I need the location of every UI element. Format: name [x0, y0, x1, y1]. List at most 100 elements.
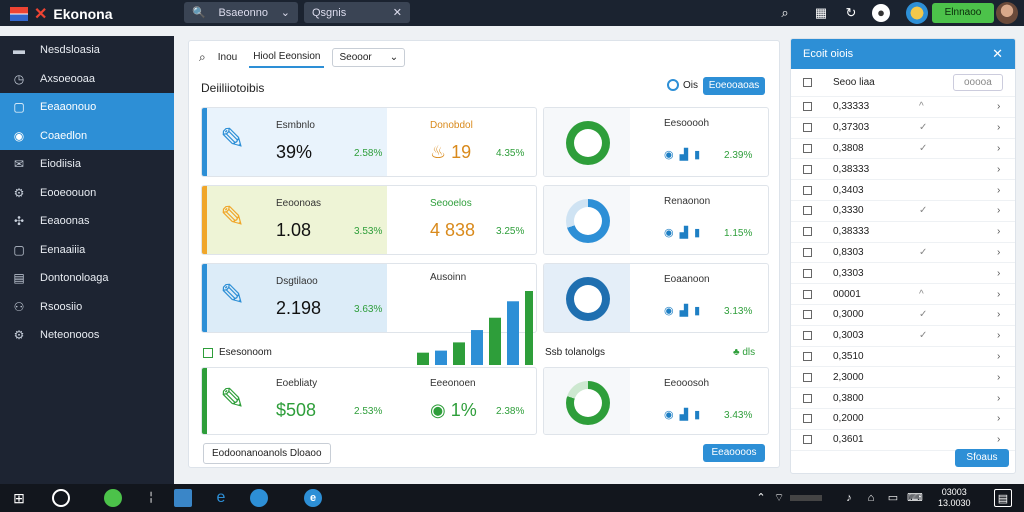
tab-inou[interactable]: Inou: [217, 52, 238, 63]
network-icon[interactable]: ⌂: [867, 492, 875, 504]
checkbox-icon[interactable]: [803, 78, 812, 87]
filter-dropdown[interactable]: Seooor ⌄: [332, 48, 406, 67]
checkbox-icon[interactable]: [803, 435, 812, 445]
checkbox-icon[interactable]: [803, 247, 812, 257]
windows-start-icon[interactable]: ⊞: [13, 490, 25, 506]
chevron-right-icon[interactable]: ›: [997, 350, 1001, 362]
gauge-card[interactable]: Eeooosoh ◉ ▟ ▮ 3.43%: [543, 367, 769, 435]
chevron-right-icon[interactable]: ›: [997, 392, 1001, 404]
checkbox-icon[interactable]: [803, 164, 812, 174]
refresh-icon[interactable]: ↻: [845, 5, 857, 20]
chevron-right-icon[interactable]: ›: [997, 330, 1001, 342]
chevron-right-icon[interactable]: ›: [997, 163, 1001, 175]
app-blue-icon[interactable]: [250, 489, 268, 507]
header-action-button[interactable]: Eoeooaoas: [703, 77, 765, 95]
table-row[interactable]: 0,3510 ›: [791, 347, 1015, 368]
ie-icon[interactable]: e: [304, 489, 322, 507]
sidebar-item[interactable]: ✉ Eiodiisia: [0, 150, 174, 179]
search-icon[interactable]: ⌕: [199, 50, 206, 64]
chevron-right-icon[interactable]: ›: [997, 226, 1001, 238]
checkbox-icon[interactable]: [803, 268, 812, 278]
checkbox-icon[interactable]: [803, 351, 812, 361]
sidebar-item[interactable]: ✣ Eeaoonas: [0, 207, 174, 236]
table-row[interactable]: 0,3403 ›: [791, 180, 1015, 201]
chevron-right-icon[interactable]: ›: [997, 267, 1001, 279]
user-avatar[interactable]: [996, 2, 1018, 24]
table-row[interactable]: 00001 ^ ›: [791, 284, 1015, 305]
footer-primary-button[interactable]: Eeaoooos: [703, 444, 765, 462]
checkbox-icon[interactable]: [803, 310, 812, 320]
volume-bar[interactable]: [790, 495, 822, 501]
sidebar-item[interactable]: ▢ Eeaaonouo: [0, 93, 174, 122]
chevron-right-icon[interactable]: ›: [997, 184, 1001, 196]
checkbox-icon[interactable]: [803, 414, 812, 424]
chevron-right-icon[interactable]: ›: [997, 142, 1001, 154]
sidebar-item[interactable]: ▤ Dontonoloaga: [0, 264, 174, 293]
checkbox-icon[interactable]: [803, 372, 812, 382]
notification-icon[interactable]: ●: [872, 4, 890, 22]
table-row[interactable]: 0,3800 ›: [791, 388, 1015, 409]
sidebar-item[interactable]: ◉ Coaedlon: [0, 121, 174, 150]
sidebar-item[interactable]: ▢ Eenaaiiia: [0, 236, 174, 265]
app-logo[interactable]: ✕ Ekonona: [10, 4, 113, 24]
column-filter-button[interactable]: ooooa: [953, 74, 1003, 91]
checkbox-icon[interactable]: [803, 143, 812, 153]
checkbox-icon[interactable]: [803, 393, 812, 403]
table-row[interactable]: 0,37303 ✓ ›: [791, 118, 1015, 139]
sidebar-item[interactable]: ◷ Axsoeooaa: [0, 65, 174, 94]
chevron-right-icon[interactable]: ›: [997, 413, 1001, 425]
global-search[interactable]: Qsgnis ✕: [304, 2, 410, 23]
avatar[interactable]: [906, 2, 928, 24]
search-circle-icon[interactable]: [52, 489, 70, 507]
chevron-right-icon[interactable]: ›: [997, 309, 1001, 321]
table-row[interactable]: 0,8303 ✓ ›: [791, 243, 1015, 264]
chevron-up-icon[interactable]: ⌃: [756, 492, 766, 504]
notification-center-icon[interactable]: ▤: [994, 489, 1012, 507]
kpi-card[interactable]: ✎ Dsgtilaoo 2.198 3.63% Ausoinn: [201, 263, 537, 333]
table-row[interactable]: 0,3601 ›: [791, 430, 1015, 451]
clock[interactable]: 03003 13.0030: [938, 487, 971, 509]
chevron-right-icon[interactable]: ›: [997, 205, 1001, 217]
checkbox-icon[interactable]: [803, 206, 812, 216]
kpi-card[interactable]: ✎ Eoebliaty $508 2.53% Eeeonoen ◉ 1% 2.3…: [201, 367, 537, 435]
folder-icon[interactable]: [174, 489, 192, 507]
checkbox-icon[interactable]: [803, 331, 812, 341]
chevron-right-icon[interactable]: ›: [997, 371, 1001, 383]
gauge-card[interactable]: Eoaanoon ◉ ▟ ▮ 3.13%: [543, 263, 769, 333]
sidebar-item[interactable]: ⚙ Neteonooos: [0, 321, 174, 350]
table-row[interactable]: 2,3000 ›: [791, 367, 1015, 389]
keyboard-icon[interactable]: ⌨: [907, 492, 923, 504]
table-row[interactable]: 0,38333 ›: [791, 159, 1015, 181]
sound-icon[interactable]: ♪: [846, 492, 852, 504]
gauge-card[interactable]: Renaonon ◉ ▟ ▮ 1.15%: [543, 185, 769, 255]
chevron-right-icon[interactable]: ›: [997, 122, 1001, 134]
battery-icon[interactable]: ▭: [887, 492, 899, 504]
table-row[interactable]: 0,3000 ✓ ›: [791, 305, 1015, 326]
checkbox-icon[interactable]: [803, 123, 812, 133]
checkbox-icon[interactable]: [203, 347, 213, 358]
checkbox-icon[interactable]: [803, 289, 812, 299]
workspace-select[interactable]: 🔍 Bsaeonno ⌄: [184, 2, 298, 23]
wifi-icon[interactable]: ⌔: [773, 492, 785, 504]
tab-active[interactable]: Hiool Eeonsion: [249, 47, 325, 68]
checkbox-icon[interactable]: [803, 185, 812, 195]
sidebar-item[interactable]: ▬ Nesdsloasia: [0, 36, 174, 65]
footer-secondary-button[interactable]: Eodoonanoanols Dloaoo: [203, 443, 331, 464]
table-row[interactable]: 0,3003 ✓ ›: [791, 326, 1015, 347]
edge-icon[interactable]: e: [216, 489, 226, 506]
sidebar-item[interactable]: ⚇ Rsoosiio: [0, 293, 174, 322]
kpi-card[interactable]: ✎ Esmbnlo 39% 2.58% Donobdol ♨ 19 4.35%: [201, 107, 537, 177]
grid-icon[interactable]: ▦: [814, 5, 828, 20]
panel-footer-button[interactable]: Sfoaus: [955, 449, 1009, 467]
close-icon[interactable]: ✕: [992, 46, 1003, 61]
gauge-card[interactable]: Eesooooh ◉ ▟ ▮ 2.39%: [543, 107, 769, 177]
chevron-right-icon[interactable]: ›: [997, 246, 1001, 258]
checkbox-icon[interactable]: [803, 102, 812, 112]
table-row[interactable]: 0,3330 ✓ ›: [791, 201, 1015, 222]
table-row[interactable]: 0,38333 ›: [791, 222, 1015, 243]
chevron-right-icon[interactable]: ›: [997, 101, 1001, 113]
table-row[interactable]: 0,3303 ›: [791, 263, 1015, 285]
chevron-right-icon[interactable]: ›: [997, 434, 1001, 446]
table-row[interactable]: 0,33333 ^ ›: [791, 97, 1015, 118]
search-icon[interactable]: ⌕: [781, 5, 789, 20]
